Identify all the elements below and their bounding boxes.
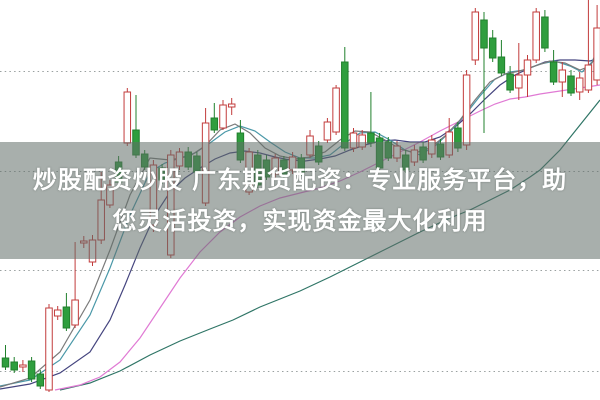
up-candle: [584, 64, 593, 91]
up-candle: [471, 11, 480, 61]
down-candle: [549, 61, 558, 83]
down-candle: [541, 16, 549, 49]
up-candle: [45, 307, 53, 391]
down-candle: [36, 373, 45, 387]
up-candle: [53, 309, 62, 317]
up-candle: [227, 103, 236, 108]
down-candle: [1, 357, 10, 368]
headline-line-1: 炒股配资炒股 广东期货配资：专业服务平台，助: [32, 166, 568, 194]
up-candle: [532, 11, 540, 61]
headline-overlay: [0, 142, 600, 259]
down-candle: [210, 117, 219, 131]
up-candle: [558, 69, 567, 83]
down-candle: [10, 361, 18, 371]
headline-line-2: 您灵活投资，实现资金最大化利用: [112, 207, 488, 235]
up-candle: [523, 59, 532, 76]
up-candle: [323, 121, 332, 141]
up-candle: [515, 74, 523, 89]
down-candle: [497, 56, 506, 74]
up-candle: [219, 104, 227, 129]
down-candle: [480, 19, 488, 49]
up-candle: [123, 91, 132, 144]
down-candle: [488, 37, 497, 59]
up-candle: [575, 77, 584, 93]
down-candle: [62, 306, 71, 329]
down-candle: [27, 360, 36, 380]
up-candle: [71, 299, 79, 326]
up-candle: [462, 74, 471, 146]
down-candle: [341, 61, 349, 149]
down-candle: [506, 73, 514, 91]
up-candle: [593, 27, 600, 81]
up-candle: [332, 87, 340, 133]
up-candle: [19, 364, 27, 368]
down-candle: [567, 75, 575, 94]
